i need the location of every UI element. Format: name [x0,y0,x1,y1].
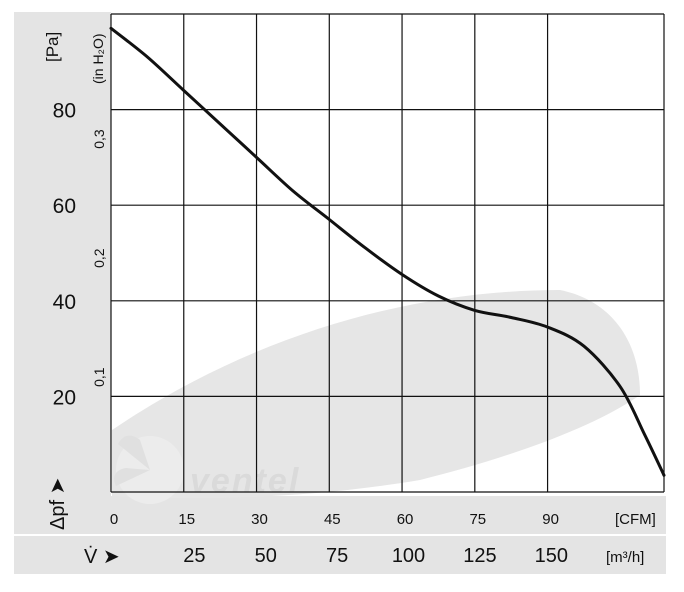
y-tick-label-pa: 20 [53,386,76,409]
x-tick-label-cfm: 60 [397,511,414,528]
y-tick-label-pa: 40 [53,291,76,314]
x-tick-label-cfm: 45 [324,511,341,528]
x-unit-cfm-label: [CFM] [615,511,656,528]
y2-unit-label: (in H₂O) [90,33,106,84]
y-axis-symbol: Δpf ➤ [47,478,69,530]
unit-row-separator [14,534,666,536]
y-unit-label: [Pa] [43,32,62,62]
x-tick-label-cfm: 75 [469,511,486,528]
y-ticks-pa: 20 40 60 80 [53,100,76,410]
x-ticks-m3h: 25 50 75 100 125 150 [183,545,568,567]
fan-watermark: ventel [112,290,640,504]
x-tick-label-m3h: 75 [326,545,348,567]
x-tick-label-cfm: 15 [178,511,195,528]
y-tick-label-inh2o: 0,2 [91,248,107,268]
x-unit-m3h-label: [m³/h] [606,549,644,566]
y-tick-label-pa: 80 [53,100,76,123]
x-axis-symbol: V̇ ➤ [84,546,120,568]
x-tick-label-cfm: 90 [542,511,559,528]
watermark-text: ventel [190,462,300,500]
x-tick-label-cfm: 0 [110,511,118,528]
x-tick-label-m3h: 25 [183,545,205,567]
fan-blade-icon [114,468,150,486]
series-line [109,26,666,477]
x-tick-label-m3h: 100 [392,545,425,567]
left-axis-panel [14,12,111,536]
y-tick-label-pa: 60 [53,195,76,218]
x-tick-label-m3h: 150 [535,545,568,567]
y-ticks-inh2o: 0,1 0,2 0,3 [91,129,107,387]
y-tick-label-inh2o: 0,1 [91,367,107,387]
fan-blade-shadow [112,290,640,499]
x-tick-label-cfm: 30 [251,511,268,528]
x-tick-label-m3h: 125 [463,545,496,567]
x-ticks-cfm: 0 15 30 45 60 75 90 [110,511,559,528]
y-tick-label-inh2o: 0,3 [91,129,107,149]
x-tick-label-m3h: 50 [255,545,277,567]
fan-blade-icon [118,435,150,470]
